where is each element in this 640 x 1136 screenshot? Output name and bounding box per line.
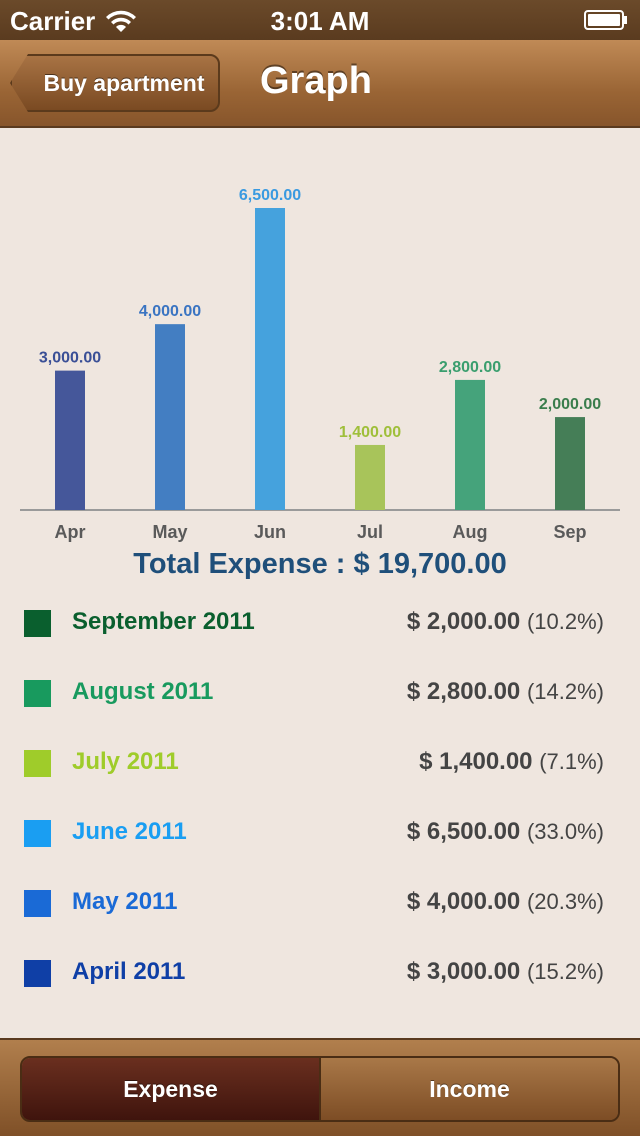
bar-aug <box>455 379 485 510</box>
legend-list: September 2011 $ 2,000.00 (10.2%) August 2… <box>0 588 640 1008</box>
legend-percent: (7.1%) <box>539 749 604 774</box>
bar-sep <box>555 417 585 510</box>
segment-expense-label: Expense <box>123 1075 218 1102</box>
legend-amount-group: $ 3,000.00 (15.2%) <box>407 958 604 986</box>
legend-month: May 2011 <box>72 888 178 915</box>
legend-amount-group: $ 1,400.00 (7.1%) <box>419 748 604 776</box>
legend-month: September 2011 <box>72 608 255 635</box>
legend-month: August 2011 <box>72 678 214 705</box>
legend-item: September 2011 $ 2,000.00 (10.2%) <box>0 588 640 658</box>
legend-amount: $ 4,000.00 <box>406 888 521 915</box>
x-tick-label: Apr <box>55 522 86 542</box>
legend-swatch <box>24 680 51 707</box>
legend-percent: (33.0%) <box>526 819 604 844</box>
legend-amount-group: $ 2,800.00 (14.2%) <box>407 678 604 706</box>
page-title: Graph <box>260 60 372 102</box>
bar-value-label: 4,000.00 <box>139 303 201 320</box>
navigation-bar: Buy apartment Graph <box>0 40 640 128</box>
back-button-label: Buy apartment <box>43 69 205 96</box>
legend-month: July 2011 <box>72 748 179 775</box>
legend-swatch <box>24 820 51 847</box>
legend-amount-group: $ 6,500.00 (33.0%) <box>407 818 604 846</box>
carrier-group: Carrier <box>10 6 137 37</box>
expense-bar-chart: 3,000.00 Apr 4,000.00 May 6,500.00 Jun 1,400.0… <box>20 187 620 542</box>
legend-amount: $ 2,000.00 <box>406 608 521 635</box>
x-tick-label: Jun <box>254 522 286 542</box>
segment-expense[interactable]: Expense <box>22 1058 319 1120</box>
x-tick-label: May <box>152 522 187 542</box>
legend-percent: (14.2%) <box>526 679 604 704</box>
legend-swatch <box>24 750 51 777</box>
bottom-toolbar: Expense Income <box>0 1038 640 1136</box>
bar-jul <box>355 444 385 510</box>
legend-percent: (10.2%) <box>526 609 604 634</box>
legend-amount-group: $ 2,000.00 (10.2%) <box>407 608 604 636</box>
wifi-icon <box>106 10 137 32</box>
legend-amount: $ 2,800.00 <box>406 678 521 705</box>
carrier-label: Carrier <box>10 6 96 36</box>
segment-income[interactable]: Income <box>319 1058 618 1120</box>
legend-percent: (15.2%) <box>526 959 604 984</box>
legend-month: April 2011 <box>72 958 186 985</box>
segment-income-label: Income <box>429 1075 510 1102</box>
bar-value-label: 1,400.00 <box>339 424 401 441</box>
bar-value-label: 6,500.00 <box>239 187 301 204</box>
legend-item: June 2011 $ 6,500.00 (33.0%) <box>0 798 640 868</box>
bar-value-label: 2,800.00 <box>439 359 501 376</box>
legend-amount: $ 3,000.00 <box>406 958 521 985</box>
legend-swatch <box>24 610 51 637</box>
battery-icon <box>584 10 627 30</box>
back-button[interactable]: Buy apartment <box>10 54 220 112</box>
x-tick-label: Jul <box>357 522 383 542</box>
legend-item: July 2011 $ 1,400.00 (7.1%) <box>0 728 640 798</box>
x-tick-label: Sep <box>553 522 586 542</box>
legend-amount-group: $ 4,000.00 (20.3%) <box>407 888 604 916</box>
segmented-control: Expense Income <box>20 1056 620 1122</box>
bar-value-label: 3,000.00 <box>39 350 101 367</box>
legend-month: June 2011 <box>72 818 187 845</box>
status-time: 3:01 AM <box>270 6 370 36</box>
legend-amount: $ 1,400.00 <box>419 748 533 775</box>
bar-value-label: 2,000.00 <box>539 396 601 413</box>
x-tick-label: Aug <box>453 522 488 542</box>
legend-item: August 2011 $ 2,800.00 (14.2%) <box>0 658 640 728</box>
total-expense: Total Expense : $ 19,700.00 <box>133 548 507 580</box>
legend-item: April 2011 $ 3,000.00 (15.2%) <box>0 938 640 1008</box>
bar-apr <box>55 370 85 510</box>
legend-percent: (20.3%) <box>526 889 604 914</box>
legend-swatch <box>24 960 51 987</box>
bar-may <box>155 324 185 510</box>
legend-amount: $ 6,500.00 <box>406 818 521 845</box>
legend-item: May 2011 $ 4,000.00 (20.3%) <box>0 868 640 938</box>
bar-jun <box>255 208 285 510</box>
legend-swatch <box>24 890 51 917</box>
status-bar: Carrier 3:01 AM <box>0 0 640 40</box>
